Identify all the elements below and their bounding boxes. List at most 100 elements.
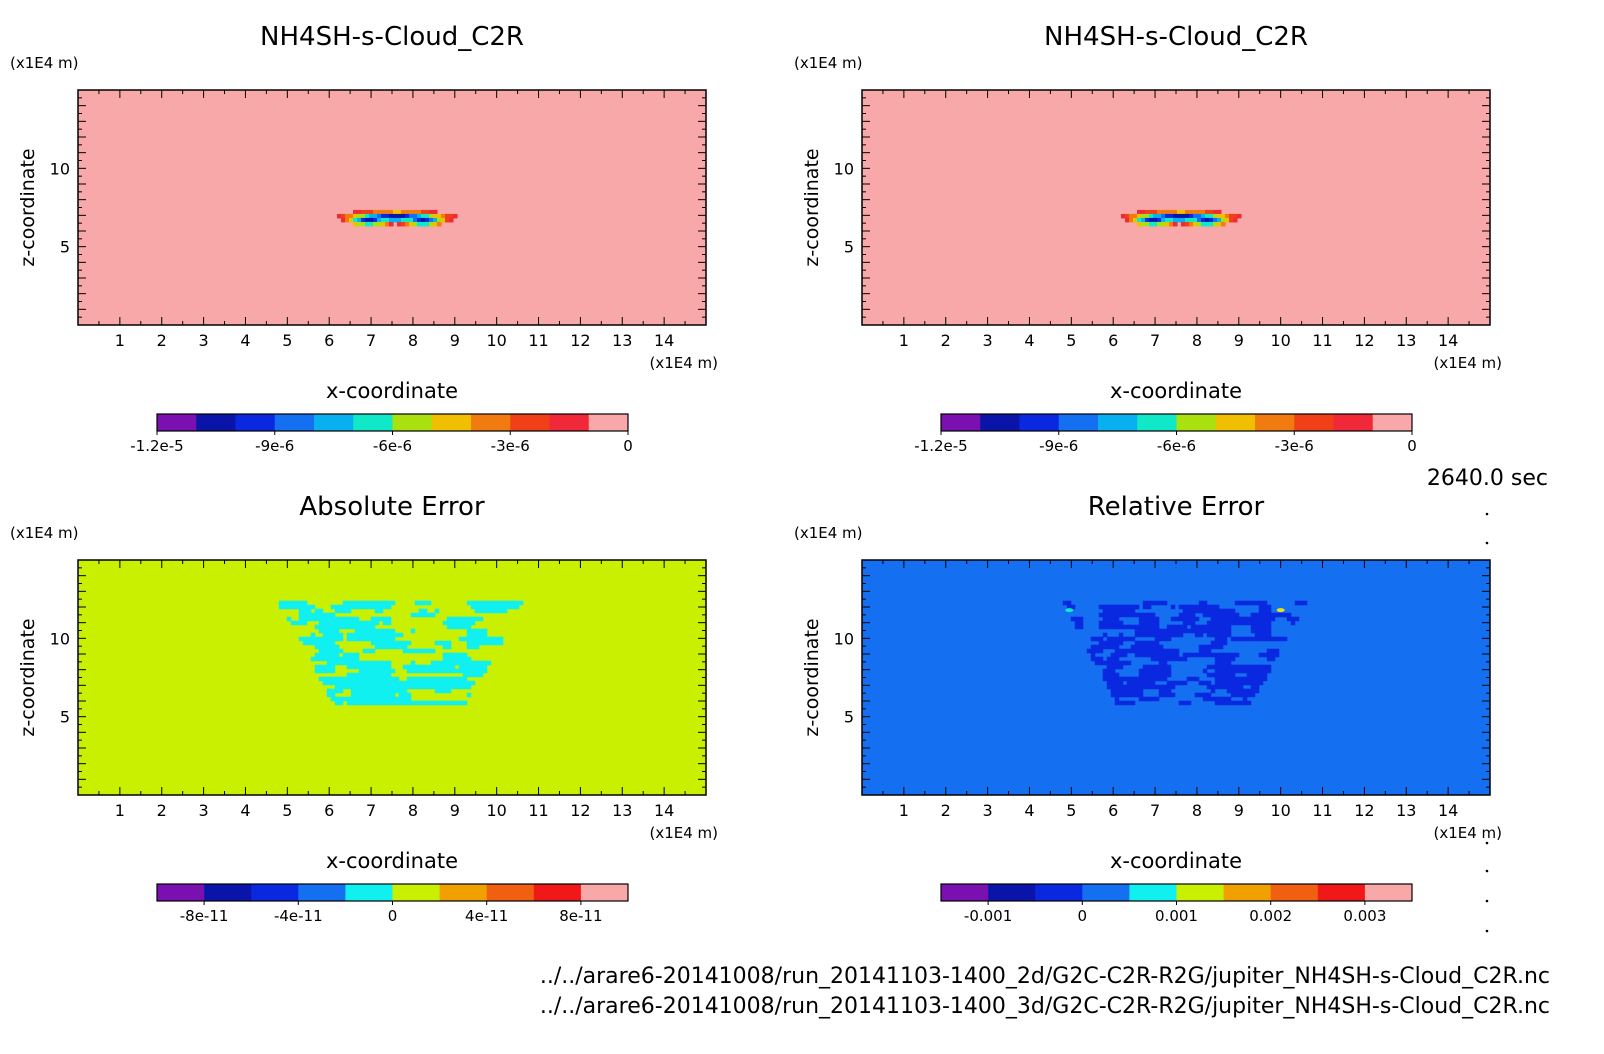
- field-cell: [1210, 664, 1216, 670]
- field-cell: [454, 680, 460, 686]
- field-cell: [394, 700, 400, 706]
- field-cell: [342, 624, 348, 630]
- field-cell: [1222, 612, 1228, 618]
- field-cell: [1122, 612, 1128, 618]
- field-cell: [1213, 221, 1218, 227]
- x-tick-label: 7: [366, 331, 376, 350]
- field-cell: [378, 688, 384, 694]
- field-cell: [318, 644, 324, 650]
- field-cell: [1098, 648, 1104, 654]
- field-cell: [374, 640, 380, 646]
- field-cell: [1162, 648, 1168, 654]
- field-cell: [1186, 620, 1192, 626]
- field-cell: [1190, 676, 1196, 682]
- field-cell: [1142, 600, 1148, 606]
- field-cell: [1210, 608, 1216, 614]
- field-cell: [1102, 660, 1108, 666]
- field-cell: [1186, 604, 1192, 610]
- field-cell: [1118, 700, 1124, 706]
- field-cell: [1150, 624, 1156, 630]
- field-cell: [370, 636, 376, 642]
- field-cell: [1138, 620, 1144, 626]
- colorbar-swatch: [204, 884, 252, 901]
- field-cell: [1138, 692, 1144, 698]
- field-cell: [346, 616, 352, 622]
- field-cell: [378, 664, 384, 670]
- field-cell: [322, 676, 328, 682]
- field-cell: [1226, 696, 1232, 702]
- field-cell: [350, 700, 356, 706]
- field-cell: [1153, 209, 1158, 215]
- field-cell: [346, 700, 352, 706]
- field-cell: [1146, 616, 1152, 622]
- field-cell: [1262, 604, 1268, 610]
- field-cell: [350, 696, 356, 702]
- field-cell: [1146, 640, 1152, 646]
- field-cell: [1122, 636, 1128, 642]
- field-cell: [385, 217, 390, 223]
- field-cell: [446, 620, 452, 626]
- field-cell: [1238, 688, 1244, 694]
- field-cell: [354, 692, 360, 698]
- field-cell: [429, 217, 434, 223]
- colorbar-tick-label: -6e-6: [373, 437, 412, 455]
- field-cell: [482, 636, 488, 642]
- field-cell: [1162, 684, 1168, 690]
- x-tick-label: 14: [654, 801, 674, 820]
- field-cell: [1226, 608, 1232, 614]
- field-cell: [410, 676, 416, 682]
- field-cell: [342, 600, 348, 606]
- field-cell: [326, 668, 332, 674]
- field-cell: [410, 680, 416, 686]
- field-cell: [474, 660, 480, 666]
- field-cell: [1238, 620, 1244, 626]
- field-cell: [1190, 612, 1196, 618]
- field-cell: [394, 684, 400, 690]
- field-cell: [454, 616, 460, 622]
- field-cell: [506, 600, 512, 606]
- field-cell: [442, 620, 448, 626]
- field-cell: [446, 680, 452, 686]
- field-cell: [1198, 632, 1204, 638]
- colorbar-tick-label: -9e-6: [255, 437, 294, 455]
- field-cell: [1226, 624, 1232, 630]
- field-cell: [1142, 620, 1148, 626]
- field-cell: [1133, 217, 1138, 223]
- field-cell: [1162, 636, 1168, 642]
- field-cell: [1202, 644, 1208, 650]
- field-cell: [326, 640, 332, 646]
- field-cell: [1094, 644, 1100, 650]
- field-cell: [1106, 620, 1112, 626]
- field-cell: [326, 656, 332, 662]
- field-cell: [1122, 652, 1128, 658]
- field-cell: [362, 696, 368, 702]
- field-cell: [370, 696, 376, 702]
- field-cell: [1270, 656, 1276, 662]
- field-cell: [1134, 652, 1140, 658]
- field-cell: [446, 676, 452, 682]
- field-cell: [1170, 684, 1176, 690]
- field-cell: [1165, 217, 1170, 223]
- field-cell: [378, 600, 384, 606]
- field-cell: [422, 600, 428, 606]
- field-cell: [358, 660, 364, 666]
- field-cell: [1206, 652, 1212, 658]
- field-cell: [1162, 660, 1168, 666]
- field-cell: [1213, 209, 1218, 215]
- field-cell: [1102, 616, 1108, 622]
- field-cell: [1222, 628, 1228, 634]
- field-cell: [350, 600, 356, 606]
- field-cell: [1106, 676, 1112, 682]
- field-cell: [1090, 636, 1096, 642]
- field-cell: [402, 700, 408, 706]
- field-cell: [1166, 648, 1172, 654]
- field-cell: [510, 604, 516, 610]
- field-cell: [314, 608, 320, 614]
- field-cell: [1230, 680, 1236, 686]
- field-cell: [1166, 680, 1172, 686]
- field-cell: [478, 672, 484, 678]
- field-cell: [318, 648, 324, 654]
- field-cell: [434, 676, 440, 682]
- x-tick-label: 12: [570, 331, 590, 350]
- field-cell: [1206, 696, 1212, 702]
